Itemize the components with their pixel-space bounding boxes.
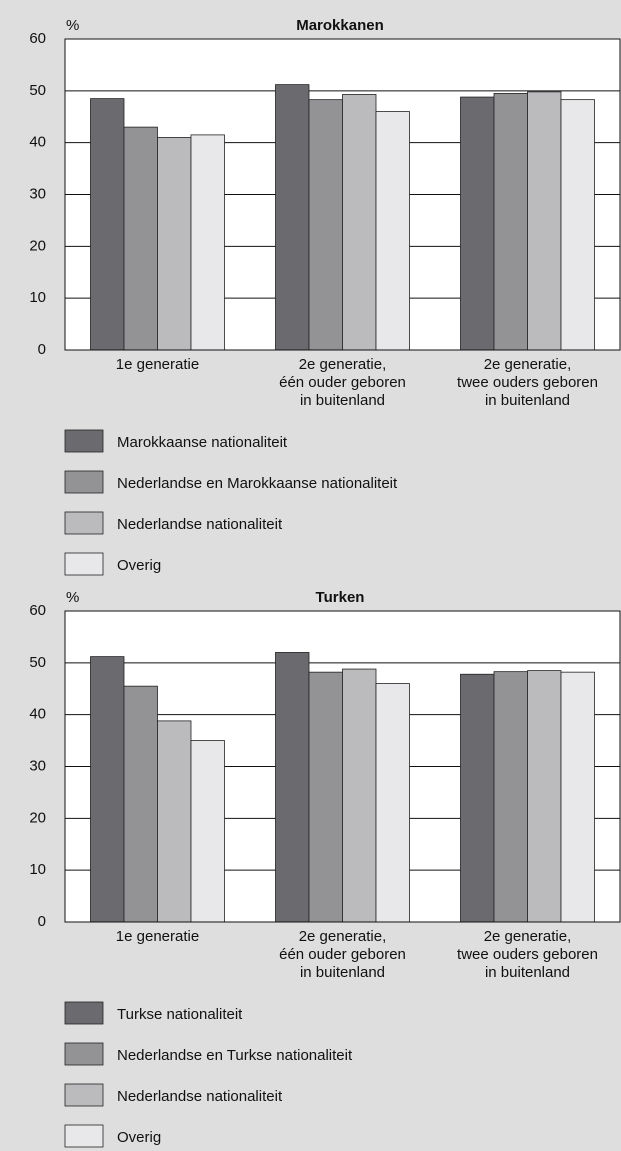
legend-label: Overig (117, 1129, 161, 1146)
chart-title: Marokkanen (296, 17, 384, 34)
bar (90, 656, 125, 923)
legend-label: Nederlandse en Marokkaanse nationaliteit (117, 475, 398, 492)
x-tick-label: 2e generatie, één ouder geboren in buite… (279, 928, 406, 981)
bar (90, 98, 125, 351)
y-axis-label: % (66, 17, 79, 34)
legend-label: Nederlandse en Turkse nationaliteit (117, 1047, 353, 1064)
y-tick-label: 30 (29, 757, 46, 774)
y-tick-label: 0 (38, 913, 46, 930)
legend-swatch (64, 552, 104, 576)
y-tick-label: 10 (29, 861, 46, 878)
plot-border (64, 38, 621, 351)
y-axis-label: % (66, 589, 79, 606)
y-tick-label: 50 (29, 654, 46, 671)
y-tick-label: 60 (29, 30, 46, 47)
y-tick-label: 30 (29, 185, 46, 202)
x-tick-label: 1e generatie (115, 928, 200, 945)
y-tick-label: 40 (29, 706, 46, 723)
y-tick-label: 10 (29, 289, 46, 306)
y-tick-label: 50 (29, 82, 46, 99)
bar (560, 99, 595, 351)
legend-swatch (64, 470, 104, 494)
legend-swatch (64, 1083, 104, 1107)
bar (342, 668, 377, 923)
bar (275, 84, 310, 351)
bar (460, 96, 495, 351)
bar (527, 670, 562, 923)
bar (190, 134, 225, 351)
legend-swatch (64, 1124, 104, 1148)
x-tick-label: 2e generatie, twee ouders geboren in bui… (457, 356, 598, 409)
bar (375, 111, 410, 351)
bar (493, 93, 528, 351)
bar (157, 720, 192, 923)
legend-label: Marokkaanse nationaliteit (117, 434, 288, 451)
bar (308, 671, 343, 923)
y-tick-label: 0 (38, 341, 46, 358)
bar (560, 671, 595, 923)
bar (190, 740, 225, 923)
bar (527, 91, 562, 351)
bar (308, 99, 343, 351)
bar (493, 671, 528, 923)
x-tick-label: 2e generatie, twee ouders geboren in bui… (457, 928, 598, 981)
y-tick-label: 20 (29, 237, 46, 254)
y-tick-label: 40 (29, 134, 46, 151)
bar (157, 137, 192, 351)
bar (460, 673, 495, 923)
bar (375, 683, 410, 923)
bar (123, 685, 158, 923)
bar (275, 652, 310, 923)
chart-title: Turken (316, 589, 365, 606)
legend-label: Nederlandse nationaliteit (117, 1088, 283, 1105)
plot-border (64, 610, 621, 923)
legend-label: Overig (117, 557, 161, 574)
legend-swatch (64, 511, 104, 535)
x-tick-label: 1e generatie (115, 356, 200, 373)
legend-swatch (64, 1001, 104, 1025)
legend-label: Nederlandse nationaliteit (117, 516, 283, 533)
legend-label: Turkse nationaliteit (117, 1006, 243, 1023)
bar (123, 126, 158, 351)
legend-swatch (64, 1042, 104, 1066)
y-tick-label: 60 (29, 602, 46, 619)
legend-swatch (64, 429, 104, 453)
x-tick-label: 2e generatie, één ouder geboren in buite… (279, 356, 406, 409)
bar (342, 94, 377, 351)
y-tick-label: 20 (29, 809, 46, 826)
